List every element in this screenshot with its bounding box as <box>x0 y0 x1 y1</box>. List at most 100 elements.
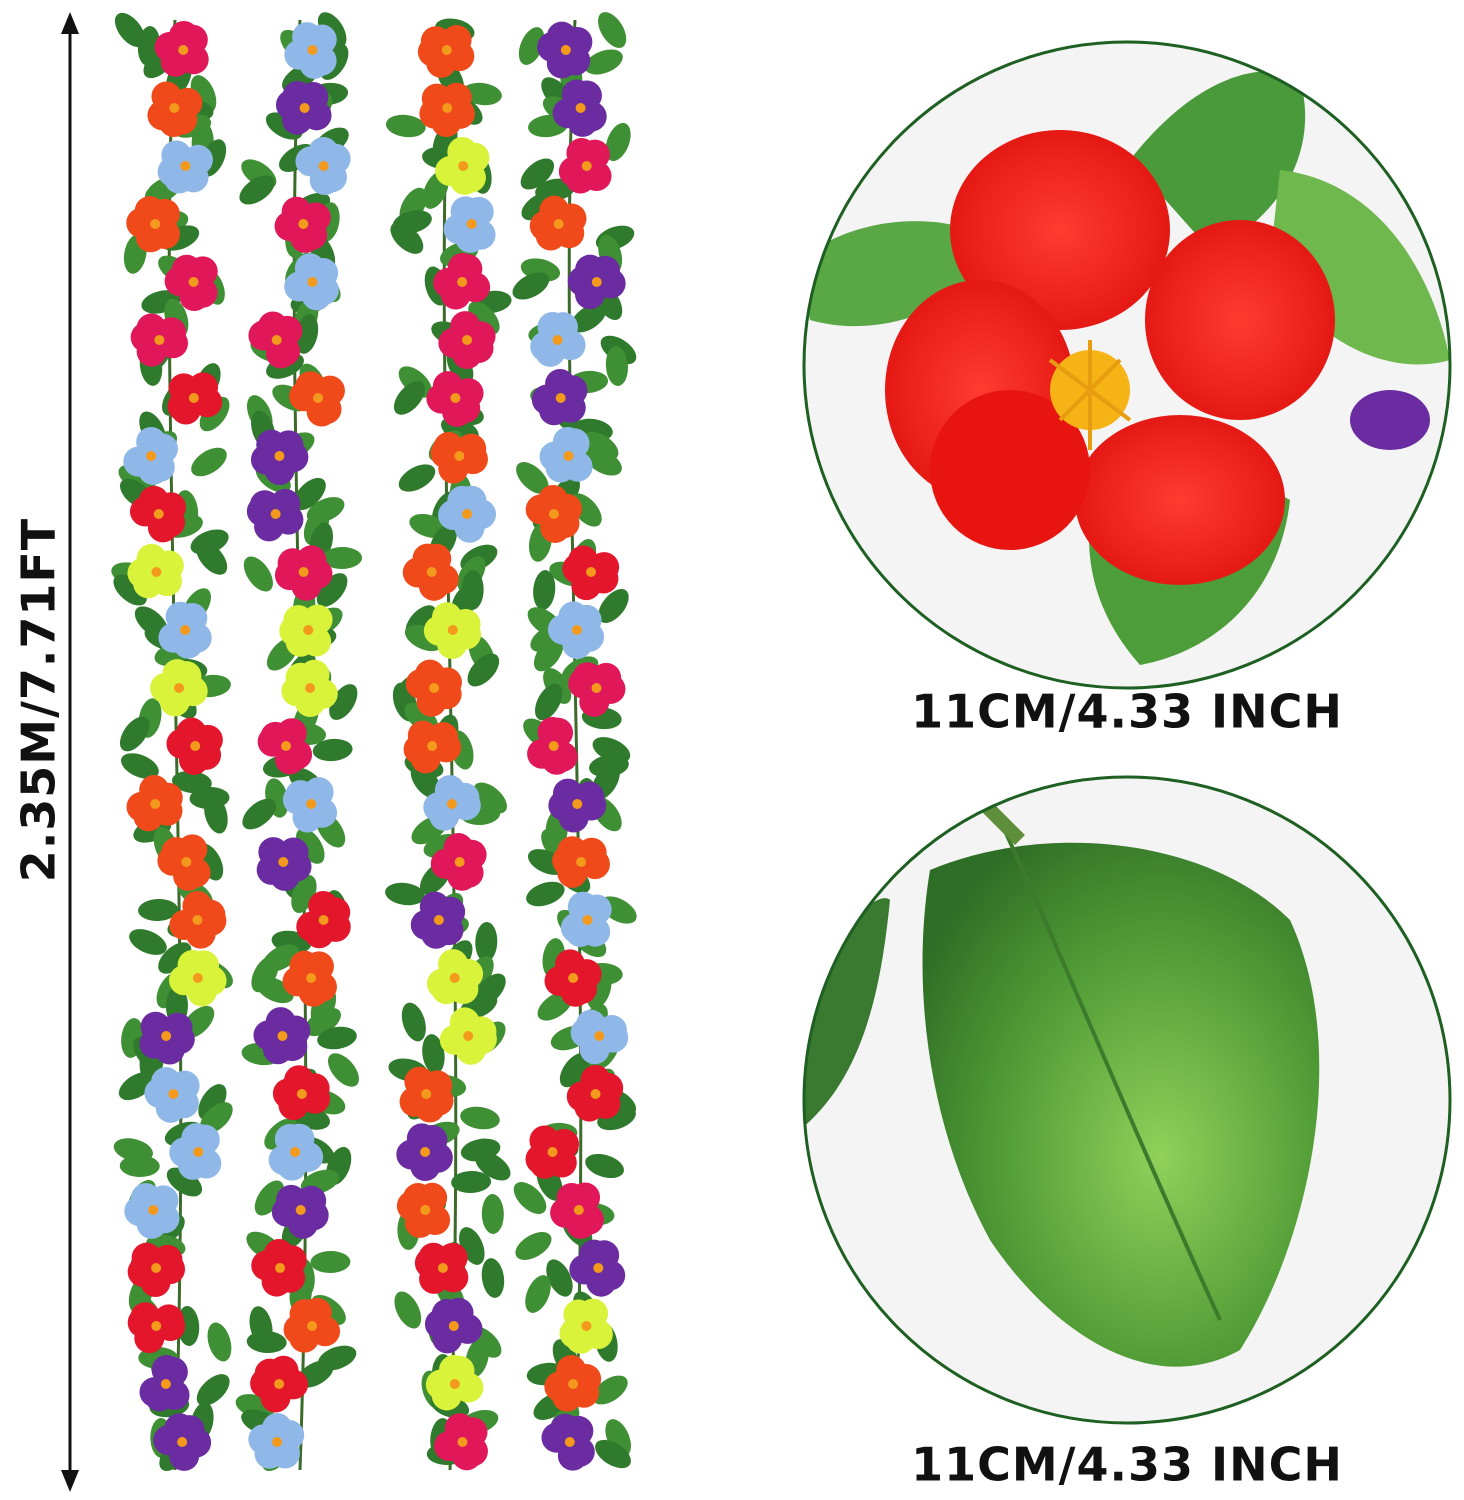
leaf <box>533 570 556 610</box>
flower <box>547 601 605 659</box>
flower <box>153 1413 212 1471</box>
petal <box>453 378 484 409</box>
petal <box>465 321 496 352</box>
flower <box>525 1125 580 1179</box>
flower <box>530 311 586 367</box>
stamen <box>280 741 291 751</box>
stamen <box>433 915 444 925</box>
petal <box>547 312 578 343</box>
flower <box>544 949 602 1007</box>
flower <box>251 1239 307 1297</box>
stamen <box>450 393 461 403</box>
stamen <box>568 973 579 983</box>
stamen <box>306 799 317 809</box>
stamen <box>553 219 564 229</box>
leaf <box>196 541 228 575</box>
petal <box>284 1123 315 1154</box>
stamen <box>188 277 199 287</box>
stamen <box>564 1437 575 1447</box>
stamen <box>305 683 316 693</box>
stamen <box>582 915 593 925</box>
petal <box>299 1073 330 1104</box>
flower <box>570 1009 629 1065</box>
stamen <box>466 219 477 229</box>
flower <box>166 717 223 775</box>
leaf <box>385 114 426 138</box>
leaf <box>533 636 564 672</box>
petal <box>443 1297 474 1328</box>
stamen <box>160 1379 171 1389</box>
petal <box>421 543 452 574</box>
leaf <box>207 1322 232 1362</box>
leaf <box>516 462 549 494</box>
leaf <box>462 82 502 106</box>
flower <box>426 371 484 427</box>
leaf <box>525 1275 551 1313</box>
flower <box>434 1413 488 1471</box>
flower <box>558 138 612 194</box>
flower <box>253 1007 311 1065</box>
flower <box>169 1123 222 1180</box>
stamen <box>572 799 583 809</box>
stamen <box>290 1147 301 1157</box>
petal <box>177 834 208 865</box>
stamen <box>449 1379 460 1389</box>
flower <box>443 196 496 253</box>
flower <box>169 950 227 1007</box>
flower <box>419 82 475 137</box>
petal <box>152 782 183 813</box>
stamen <box>148 1205 159 1215</box>
leaf <box>520 158 555 190</box>
flower <box>559 1298 613 1354</box>
flower <box>268 1123 324 1181</box>
leaf <box>559 1052 590 1088</box>
leaf <box>585 1153 625 1179</box>
stamen <box>168 1089 179 1099</box>
stamen <box>298 567 309 577</box>
leaf <box>605 122 631 162</box>
petal <box>299 659 330 690</box>
stamen <box>457 277 468 287</box>
flower <box>548 778 607 833</box>
stamen <box>590 1089 601 1099</box>
flower-size-label: 11CM/4.33 INCH <box>911 685 1343 739</box>
flower <box>283 1297 341 1353</box>
flower <box>279 604 333 657</box>
flower <box>529 195 587 251</box>
flower <box>567 254 626 310</box>
stamen <box>192 915 203 925</box>
leaf <box>598 588 629 624</box>
leaf <box>605 346 628 386</box>
petal <box>449 782 480 813</box>
petal <box>570 1182 601 1213</box>
stamen <box>318 161 329 171</box>
petal <box>431 667 462 698</box>
leaf <box>481 1194 504 1234</box>
petal <box>571 1364 602 1395</box>
flower <box>560 891 612 948</box>
petal <box>589 552 620 583</box>
flower <box>274 196 331 253</box>
flower <box>295 137 351 195</box>
flower <box>425 1355 484 1411</box>
leaf <box>410 765 442 799</box>
stamen <box>575 103 586 113</box>
flower <box>158 601 212 659</box>
flower <box>150 659 208 717</box>
leaf <box>460 1106 500 1130</box>
stamen <box>548 741 559 751</box>
stamen <box>426 567 437 577</box>
leaf <box>467 653 500 687</box>
flower <box>562 545 620 601</box>
leaf <box>451 1170 492 1194</box>
flower <box>248 1413 305 1469</box>
flower <box>282 950 337 1007</box>
stamen <box>178 45 189 55</box>
garlands <box>111 12 637 1472</box>
flower <box>439 1007 497 1065</box>
petal <box>192 724 223 755</box>
flower <box>250 429 309 485</box>
stamen <box>560 45 571 55</box>
stamen <box>552 335 563 345</box>
leaf <box>475 922 498 962</box>
